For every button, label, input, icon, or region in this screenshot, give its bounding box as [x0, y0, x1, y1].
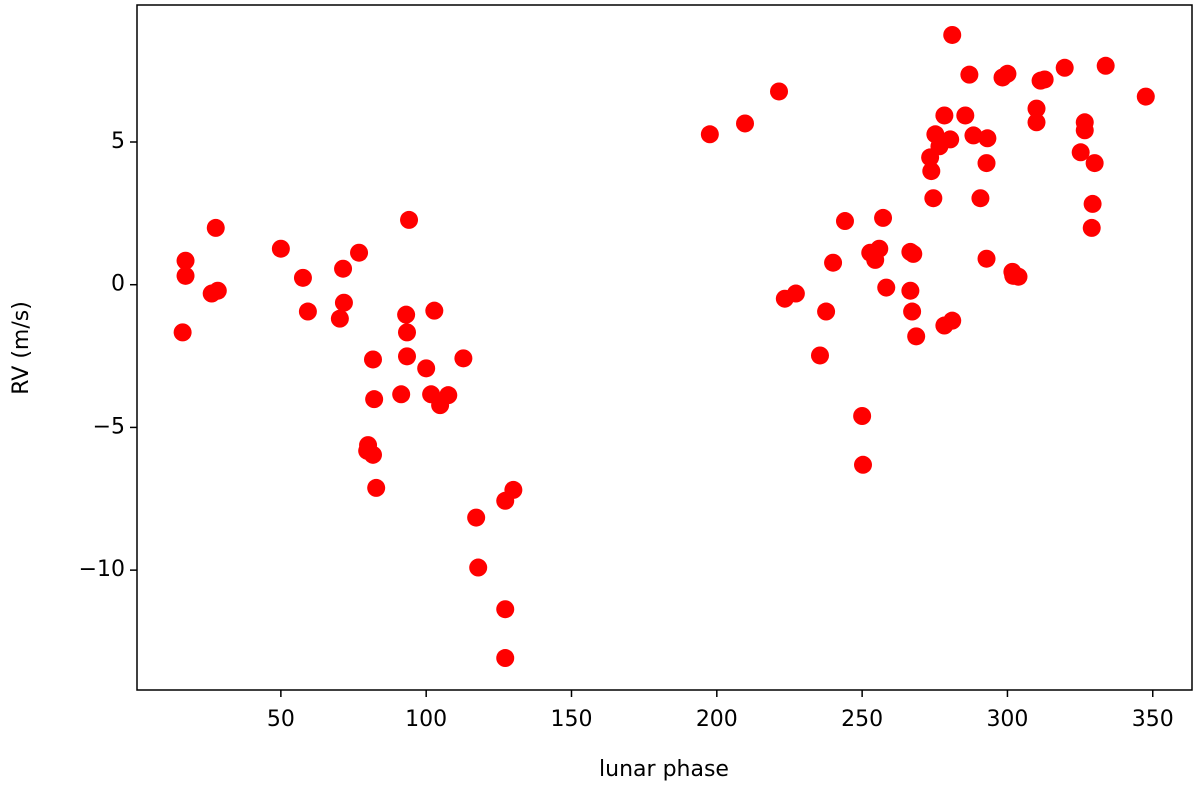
point [1136, 87, 1155, 106]
y-tick-label: 5 [111, 129, 125, 154]
point [971, 189, 990, 208]
point [977, 154, 996, 173]
point [935, 106, 954, 125]
point [941, 130, 960, 149]
point [736, 114, 755, 133]
point [334, 259, 353, 278]
point [770, 82, 789, 101]
point [1055, 58, 1074, 77]
point [206, 218, 225, 237]
point [363, 445, 382, 464]
point [924, 189, 943, 208]
point [960, 65, 979, 84]
point [467, 508, 486, 527]
y-tick-label: −5 [93, 414, 125, 439]
point [904, 244, 923, 263]
x-axis-label: lunar phase [599, 757, 729, 782]
x-tick-label: 300 [986, 707, 1028, 732]
point [1085, 154, 1104, 173]
point [367, 478, 386, 497]
point [964, 126, 983, 145]
point [417, 359, 436, 378]
x-tick-label: 150 [550, 707, 592, 732]
point [1009, 267, 1028, 286]
point [1075, 121, 1094, 140]
point [786, 284, 805, 303]
point [903, 302, 922, 321]
point [469, 558, 488, 577]
point [874, 208, 893, 227]
point [1035, 70, 1054, 89]
y-tick-label: 0 [111, 272, 125, 297]
point [1027, 113, 1046, 132]
point [824, 253, 843, 272]
point [943, 311, 962, 330]
point [700, 125, 719, 144]
point [173, 323, 192, 342]
point [998, 64, 1017, 83]
point [1071, 143, 1090, 162]
x-tick-label: 100 [405, 707, 447, 732]
point [439, 386, 458, 405]
point [956, 106, 975, 125]
point [877, 278, 896, 297]
point [397, 323, 416, 342]
point [454, 349, 473, 368]
point [176, 251, 195, 270]
point [943, 25, 962, 44]
point [907, 327, 926, 346]
point [978, 129, 997, 148]
point [425, 301, 444, 320]
point [870, 239, 889, 258]
x-tick-label: 350 [1132, 707, 1174, 732]
point [330, 309, 349, 328]
point [496, 600, 515, 619]
point [1096, 56, 1115, 75]
point [363, 350, 382, 369]
x-tick-label: 200 [696, 707, 738, 732]
y-axis-label: RV (m/s) [9, 301, 34, 395]
point [817, 302, 836, 321]
plot-frame [136, 4, 1193, 691]
point [504, 480, 523, 499]
x-tick-label: 250 [841, 707, 883, 732]
x-tick-label: 50 [267, 707, 295, 732]
point [392, 385, 411, 404]
point [810, 346, 829, 365]
point [397, 347, 416, 366]
point [397, 305, 416, 324]
point [1082, 218, 1101, 237]
point [1083, 194, 1102, 213]
point [496, 649, 515, 668]
point [293, 268, 312, 287]
point [1027, 99, 1046, 118]
point [350, 243, 369, 262]
point [271, 239, 290, 258]
point [835, 212, 854, 231]
y-tick-label: −10 [79, 557, 125, 582]
point [208, 281, 227, 300]
point [901, 281, 920, 300]
point [853, 407, 872, 425]
point [298, 302, 317, 321]
point [365, 390, 384, 409]
point [400, 210, 419, 229]
point [922, 162, 941, 181]
point [977, 249, 996, 268]
point [334, 293, 353, 312]
point [176, 266, 195, 285]
point [854, 455, 873, 474]
